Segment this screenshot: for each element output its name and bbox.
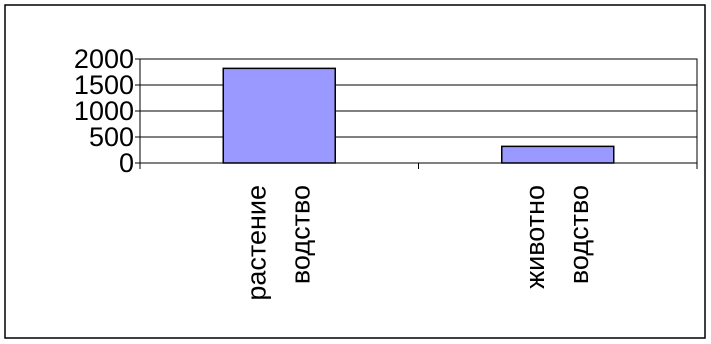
y-tick-label: 2000 — [74, 44, 134, 74]
x-tick-label: водство — [285, 185, 315, 284]
axes — [135, 58, 698, 169]
y-tick-label: 500 — [89, 122, 134, 152]
y-tick-label: 0 — [119, 148, 134, 178]
y-tick-label: 1000 — [74, 96, 134, 126]
x-tick-label: водство — [564, 185, 594, 284]
x-tick-label: животно — [520, 185, 550, 289]
x-tick-label: растение — [241, 185, 271, 301]
bar — [501, 145, 615, 164]
y-tick-label: 1500 — [74, 70, 134, 100]
bar — [222, 67, 336, 164]
bar-series — [222, 67, 615, 164]
